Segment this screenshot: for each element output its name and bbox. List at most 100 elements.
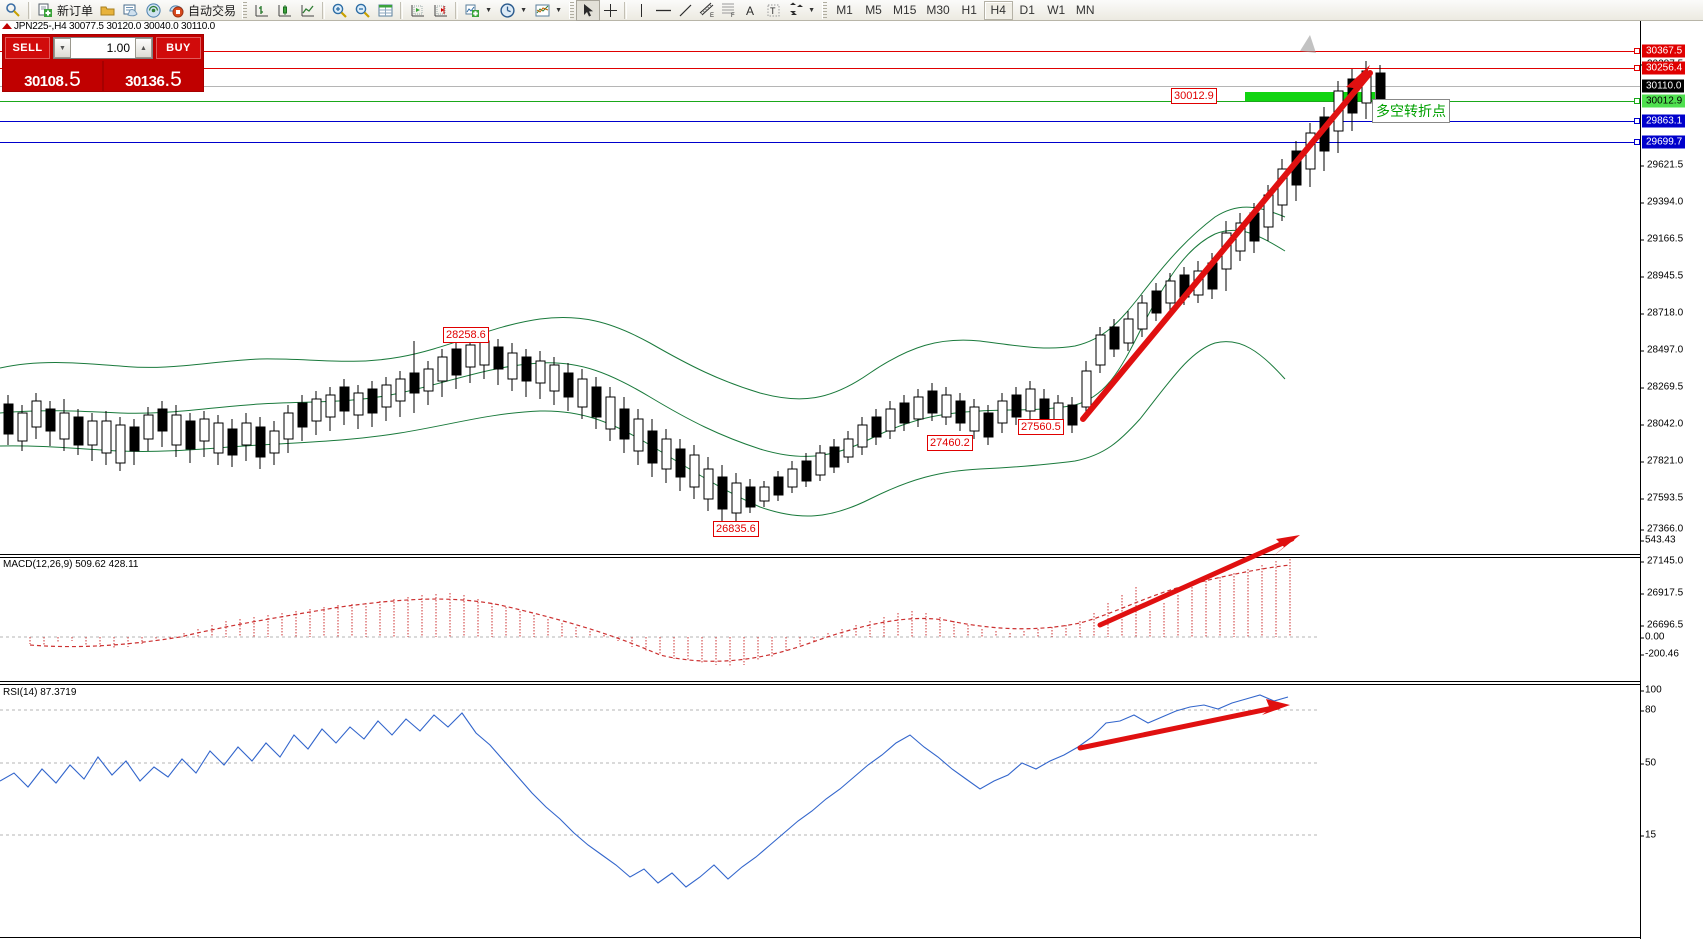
auto-scroll-button[interactable] [406,1,429,20]
price-annotation-27460[interactable]: 27460.2 [927,435,973,451]
price-tick-29621: 29621.5 [1641,160,1683,171]
terminal-icon[interactable] [119,1,142,20]
price-annotation-30012[interactable]: 30012.9 [1171,88,1217,104]
trendline-tool[interactable] [674,1,696,20]
resistance-line-1[interactable] [0,51,1640,52]
zoom-out-icon [354,2,371,19]
cursor-magnifier-icon[interactable] [2,1,25,20]
toolbar-separator [400,1,404,19]
horizontal-line-tool[interactable] [652,1,674,20]
toolbar-grip[interactable] [822,1,828,19]
timeframe-m1[interactable]: M1 [836,3,853,17]
macd-rsi-separator-2 [0,684,1640,685]
chinese-note-label[interactable]: 多空转折点 [1372,99,1450,123]
rsi-scale-15: 15 [1641,830,1656,841]
zoom-out-button[interactable] [351,1,374,20]
arrows-tool[interactable]: ▼ [784,1,819,20]
equidistant-channel-tool[interactable]: E [696,1,718,20]
fibonacci-retracement-tool[interactable]: F [718,1,740,20]
timeframe-d1[interactable]: D1 [1019,3,1035,17]
support-line-3[interactable] [0,142,1640,143]
macd-scale-543: 543.43 [1641,535,1676,546]
volume-increment-button[interactable]: ▲ [135,38,152,58]
price-annotation-28258[interactable]: 28258.6 [443,327,489,343]
templates-button[interactable]: ▼ [531,1,566,20]
folder-icon[interactable] [96,1,119,20]
crosshair-tool[interactable] [599,1,621,20]
price-trend-arrow [1080,65,1373,422]
timeframe-m30[interactable]: M30 [926,3,950,17]
support-line-2[interactable] [0,121,1640,122]
vertical-line-tool[interactable] [630,1,652,20]
toolbar-grip[interactable] [569,1,575,19]
zoom-in-button[interactable] [328,1,351,20]
main-toolbar: 新订单 [0,0,1703,21]
toolbar-grip[interactable] [242,1,248,19]
timeframe-mn[interactable]: MN [1075,3,1095,17]
candlestick-chart-icon[interactable] [273,1,296,20]
price-label-29699: 29699.7 [1642,135,1686,149]
buy-price[interactable]: 30136 .5 [104,61,203,91]
rsi-scale-100: 100 [1641,685,1662,696]
clock-icon [499,2,516,19]
signals-icon[interactable] [142,1,165,20]
new-order-label: 新订单 [57,3,94,18]
price-tick-27145: 27145.0 [1641,556,1683,567]
chart-shift-button[interactable] [429,1,452,20]
support-line-3-handle[interactable] [1634,139,1640,145]
chart-corner-arrow-icon [2,23,12,29]
price-label-30110: 30110.0 [1642,79,1685,93]
price-label-30012: 30012.9 [1642,94,1686,108]
sell-button[interactable]: SELL [5,37,50,59]
auto-trading-button[interactable]: 自动交易 [165,1,239,20]
timeframe-w1[interactable]: W1 [1047,3,1066,17]
price-scale[interactable]: 30367.5 30287.5 30256.4 30110.0 30012.9 … [1640,21,1703,939]
support-line-2-handle[interactable] [1634,118,1640,124]
timeframe-h4[interactable]: H4 [983,0,1013,20]
resistance-line-2[interactable] [0,68,1640,69]
indicators-icon [464,2,481,19]
text-tool[interactable]: A [740,1,762,20]
chevron-down-icon[interactable]: ▼ [555,6,562,14]
text-label-tool[interactable]: T [762,1,784,20]
price-annotation-27560[interactable]: 27560.5 [1018,419,1064,435]
svg-text:T: T [770,6,776,16]
one-click-trading-panel[interactable]: SELL ▼ 1.00 ▲ BUY 30108 .5 30136 .5 [2,34,204,92]
line-chart-icon[interactable] [296,1,319,20]
bar-chart-glyph [253,2,270,19]
timeframe-m15[interactable]: M15 [893,3,917,17]
timeframe-m5[interactable]: M5 [865,3,882,17]
periods-button[interactable]: ▼ [496,1,531,20]
chevron-down-icon[interactable]: ▼ [520,6,527,14]
resistance-line-1-handle[interactable] [1634,48,1640,54]
support-line-1[interactable] [0,101,1640,102]
indicators-button[interactable]: ▼ [461,1,496,20]
resistance-line-2-handle[interactable] [1634,65,1640,71]
svg-text:A: A [746,4,754,18]
new-order-button[interactable]: 新订单 [34,1,96,20]
price-annotation-26835[interactable]: 26835.6 [713,521,759,537]
terminal-glyph [122,2,139,19]
volume-stepper[interactable]: ▼ 1.00 ▲ [53,37,153,59]
price-tick-27366: 27366.0 [1641,524,1683,535]
macd-rsi-separator [0,681,1640,682]
chart-shift-icon [432,2,449,19]
macd-scale-neg: -200.46 [1641,649,1679,660]
price-tick-29394: 29394.0 [1641,197,1683,208]
sell-price[interactable]: 30108 .5 [3,61,102,91]
toolbar-separator [322,1,326,19]
chevron-down-icon[interactable]: ▼ [485,6,492,14]
volume-decrement-button[interactable]: ▼ [54,38,71,58]
chevron-down-icon[interactable]: ▼ [808,6,815,14]
support-line-1-handle[interactable] [1634,98,1640,104]
buy-button[interactable]: BUY [156,37,201,59]
magnifier-glyph [5,2,22,19]
auto-trading-icon [168,2,185,19]
chart-canvas[interactable]: JPN225-,H4 30077.5 30120.0 30040.0 30110… [0,21,1703,939]
bar-chart-icon[interactable] [250,1,273,20]
volume-value[interactable]: 1.00 [106,41,130,55]
toolbar-separator [624,1,628,19]
timeframe-h1[interactable]: H1 [961,3,977,17]
cursor-tool[interactable] [576,0,601,21]
data-window-button[interactable] [374,1,397,20]
